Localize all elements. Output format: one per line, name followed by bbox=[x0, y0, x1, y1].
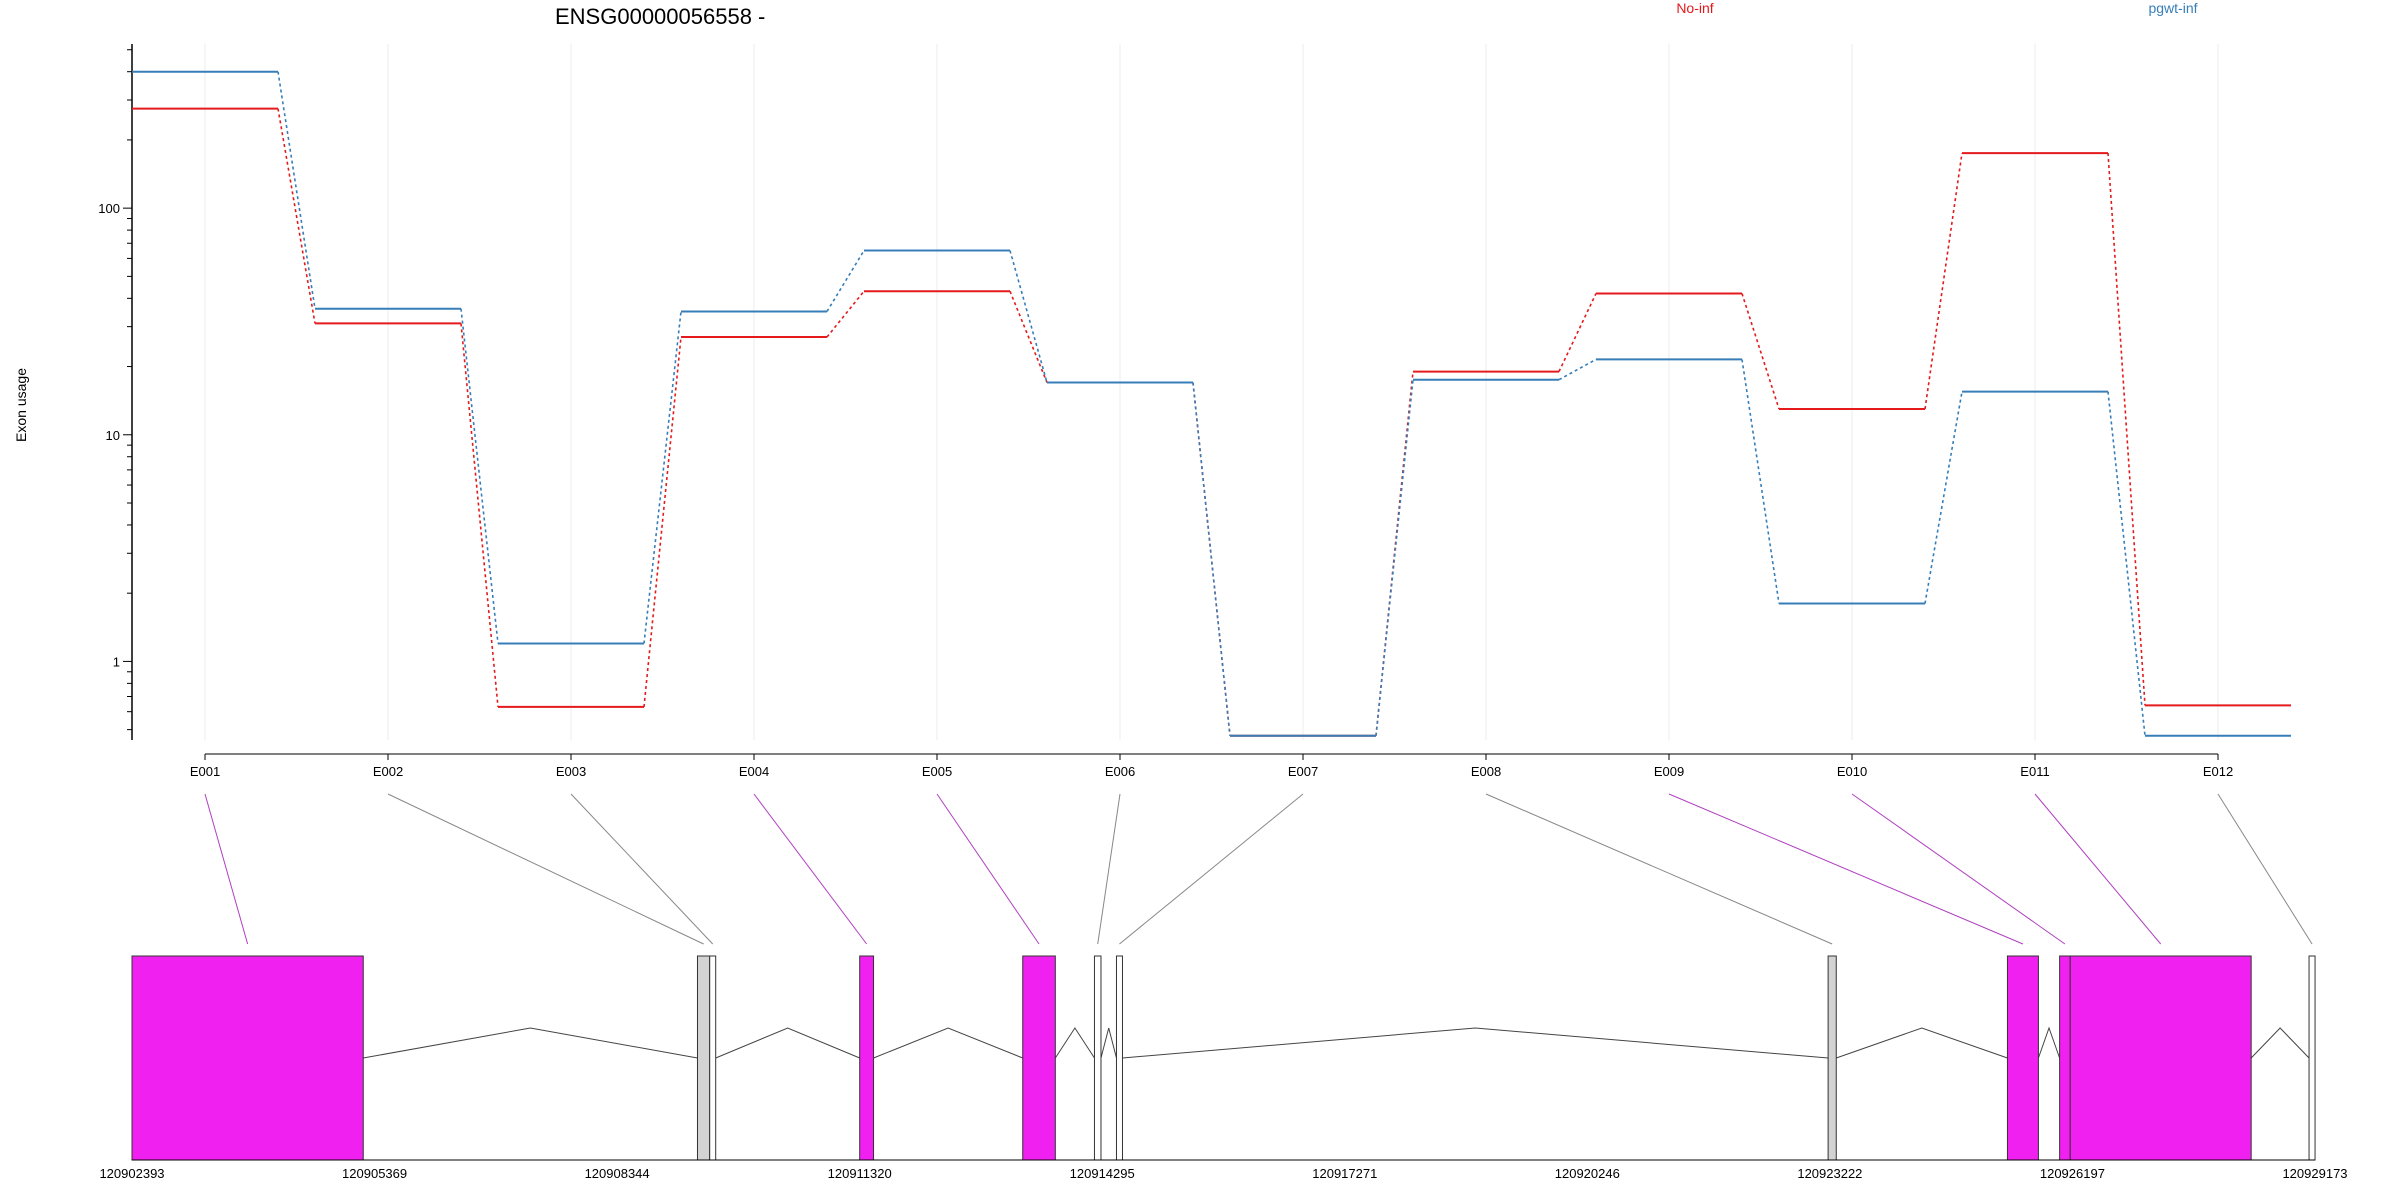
coordinate-tick-label: 120926197 bbox=[2040, 1166, 2105, 1181]
coordinate-tick-label: 120917271 bbox=[1312, 1166, 1377, 1181]
intron-line bbox=[363, 1027, 698, 1059]
exon-connector bbox=[2034, 793, 2162, 945]
series-transition bbox=[1741, 359, 1780, 604]
exon-e001 bbox=[131, 955, 364, 1161]
legend-entry-pgwt-inf: pgwt-inf bbox=[2148, 0, 2197, 16]
y-tick-label: 10 bbox=[106, 428, 120, 443]
exon-e012 bbox=[2308, 955, 2316, 1161]
exon-e008 bbox=[1827, 955, 1837, 1161]
series-transition bbox=[1924, 152, 1963, 410]
coordinate-tick-label: 120908344 bbox=[585, 1166, 650, 1181]
intron-line bbox=[715, 1027, 860, 1059]
series-transition bbox=[1009, 290, 1048, 383]
y-tick-label: 1 bbox=[113, 654, 120, 669]
series-transition bbox=[277, 108, 316, 324]
exon-e010 bbox=[2059, 955, 2071, 1161]
series-transition bbox=[460, 308, 499, 644]
x-axis: E001 E002 E003 E004 E005 E006 E007 E008 E009 E010… bbox=[190, 753, 2233, 779]
series-transition bbox=[1558, 293, 1597, 372]
y-axis: 1 10 100 bbox=[98, 44, 133, 740]
series-transition bbox=[826, 290, 865, 338]
exon-connector bbox=[2217, 793, 2313, 945]
y-axis-label: Exon usage bbox=[13, 368, 29, 442]
series-transition bbox=[1009, 250, 1048, 383]
x-tick-label: E007 bbox=[1288, 764, 1318, 779]
legend: No-inf pgwt-inf bbox=[1676, 0, 2197, 16]
gene-model bbox=[131, 955, 2316, 1161]
exon-e004 bbox=[859, 955, 875, 1161]
exon-connectors bbox=[204, 793, 2313, 945]
exon-connector bbox=[1668, 793, 2024, 945]
exon-e006 bbox=[1093, 955, 1102, 1161]
x-tick-label: E005 bbox=[922, 764, 952, 779]
x-tick-label: E010 bbox=[1837, 764, 1867, 779]
intron-line bbox=[1100, 1027, 1117, 1059]
exon-e009 bbox=[2006, 955, 2039, 1161]
intron-line bbox=[1122, 1027, 1829, 1059]
exon-e007 bbox=[1115, 955, 1123, 1161]
series-transition bbox=[2107, 153, 2146, 706]
series-transition bbox=[1741, 293, 1780, 410]
series-transition bbox=[1924, 391, 1963, 604]
x-tick-label: E004 bbox=[739, 764, 769, 779]
coordinate-tick-label: 120914295 bbox=[1070, 1166, 1135, 1181]
series-transition bbox=[1375, 379, 1414, 736]
exon-connector bbox=[936, 793, 1040, 945]
series-transition bbox=[826, 250, 865, 312]
coordinate-tick-label: 120929173 bbox=[2282, 1166, 2347, 1181]
series-transition bbox=[643, 336, 682, 707]
exon-e003 bbox=[709, 955, 717, 1161]
series-transition bbox=[1192, 382, 1231, 736]
series-transition bbox=[460, 323, 499, 707]
intron-line bbox=[873, 1027, 1023, 1059]
series-transition bbox=[1558, 358, 1597, 381]
x-tick-label: E009 bbox=[1654, 764, 1684, 779]
coordinate-axis: 120902393 120905369 120908344 120911320 1209… bbox=[99, 1159, 2348, 1181]
intron-line bbox=[2250, 1027, 2310, 1059]
exon-e005 bbox=[1022, 955, 1056, 1161]
series-no-inf bbox=[132, 107, 2291, 737]
x-tick-label: E001 bbox=[190, 764, 220, 779]
exon-e002 bbox=[696, 955, 711, 1161]
coordinate-tick-label: 120920246 bbox=[1555, 1166, 1620, 1181]
coordinate-tick-label: 120911320 bbox=[828, 1166, 892, 1181]
exon-connector bbox=[204, 793, 249, 945]
series-lines bbox=[132, 70, 2291, 737]
y-tick-label: 100 bbox=[98, 201, 120, 216]
exon-connector bbox=[1097, 793, 1121, 945]
exon-connector bbox=[753, 793, 868, 945]
x-tick-label: E003 bbox=[556, 764, 586, 779]
chart-title: ENSG00000056558 - bbox=[555, 4, 765, 29]
exon-e011 bbox=[2069, 955, 2252, 1161]
series-transition bbox=[643, 311, 682, 644]
coordinate-tick-label: 120905369 bbox=[342, 1166, 407, 1181]
legend-entry-no-inf: No-inf bbox=[1676, 0, 1713, 16]
x-tick-label: E002 bbox=[373, 764, 403, 779]
x-tick-label: E006 bbox=[1105, 764, 1135, 779]
exon-connector bbox=[1119, 793, 1304, 945]
intron-line bbox=[2037, 1026, 2061, 1059]
coordinate-tick-label: 120902393 bbox=[99, 1166, 164, 1181]
series-pgwt-inf bbox=[132, 70, 2291, 737]
exon-connector bbox=[1485, 793, 1833, 945]
x-tick-label: E008 bbox=[1471, 764, 1501, 779]
exon-connector bbox=[1851, 793, 2066, 945]
x-tick-label: E012 bbox=[2203, 764, 2233, 779]
series-transition bbox=[2107, 391, 2146, 736]
intron-line bbox=[1054, 1027, 1095, 1059]
series-transition bbox=[277, 71, 316, 309]
vertical-grid bbox=[204, 44, 2219, 740]
exon-connector bbox=[387, 793, 704, 945]
intron-line bbox=[1836, 1027, 2008, 1059]
exon-connector bbox=[570, 793, 714, 945]
coordinate-tick-label: 120923222 bbox=[1797, 1166, 1862, 1181]
x-tick-label: E011 bbox=[2020, 764, 2049, 779]
